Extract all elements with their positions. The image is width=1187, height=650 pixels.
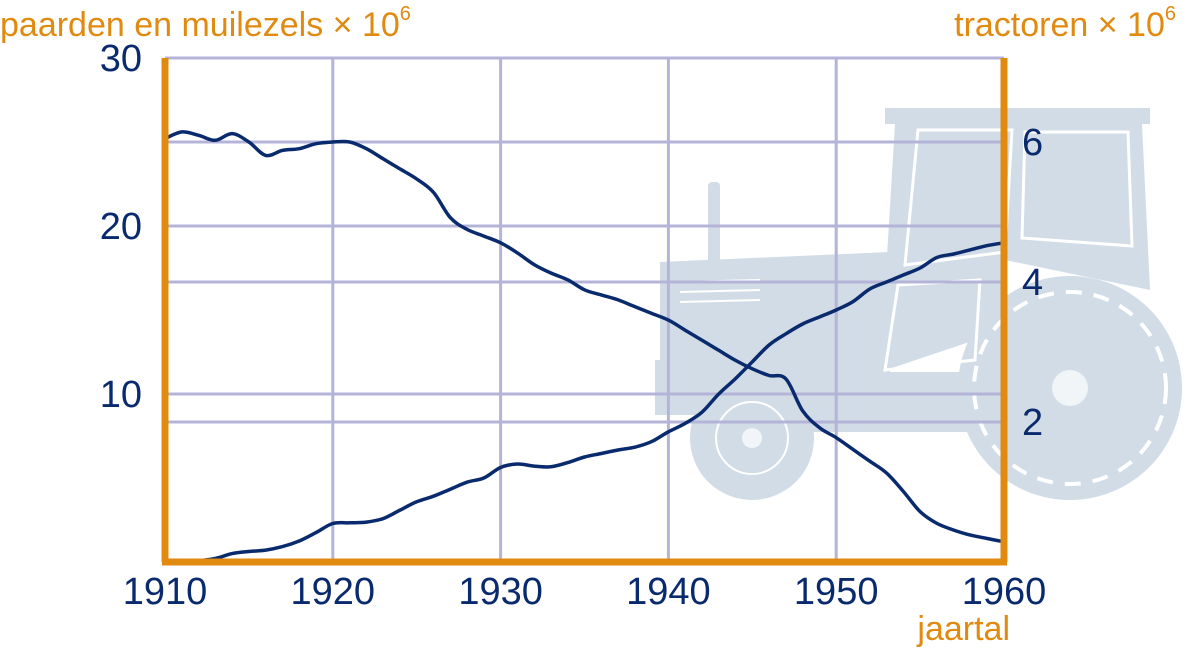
- x-tick-label: 1930: [458, 571, 543, 613]
- x-tick-label: 1960: [962, 571, 1047, 613]
- y-tick-label-left: 20: [100, 206, 142, 248]
- y-tick-label-left: 30: [100, 38, 142, 80]
- series-line-horses-mules: [163, 130, 1006, 544]
- tick-labels: 1910 1920 1930 1940 1950 1960 10 20 30 2 4 6: [100, 38, 1047, 613]
- x-tick-label: 1920: [291, 571, 376, 613]
- y-tick-label-right: 2: [1022, 402, 1043, 444]
- x-tick-label: 1910: [123, 571, 208, 613]
- series-group: [163, 130, 1006, 563]
- x-axis-title: jaartal: [916, 610, 1010, 648]
- x-tick-label: 1950: [794, 571, 879, 613]
- x-tick-label: 1940: [626, 571, 711, 613]
- y-tick-label-right: 6: [1022, 122, 1043, 164]
- y-tick-label-right: 4: [1022, 262, 1043, 304]
- left-axis-title: paarden en muilezels × 106: [0, 3, 411, 44]
- tractor-illustration: [655, 108, 1182, 500]
- y-tick-label-left: 10: [100, 374, 142, 416]
- series-line-tractors: [163, 241, 1006, 563]
- right-axis-title: tractoren × 106: [954, 3, 1176, 44]
